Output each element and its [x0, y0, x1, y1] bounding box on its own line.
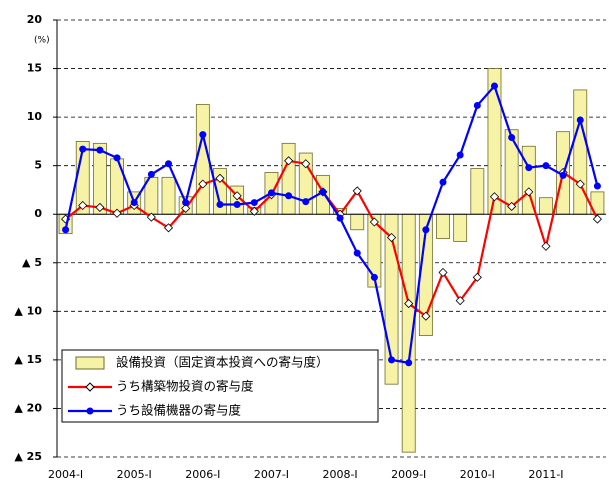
marker [336, 214, 344, 222]
marker [130, 199, 138, 207]
marker [96, 146, 104, 154]
bar [436, 213, 450, 239]
bar [161, 176, 176, 215]
legend-label: 設備投資（固定資本投資への寄与度） [116, 355, 329, 370]
marker [267, 189, 275, 197]
y-tick-label: 0 [34, 207, 42, 220]
marker [301, 159, 311, 169]
marker [353, 249, 361, 257]
bar [470, 168, 485, 215]
marker [404, 298, 414, 309]
x-tick-label: 2005-I [117, 468, 152, 481]
x-tick-label: 2006-I [185, 468, 220, 481]
bar [350, 213, 365, 231]
y-tick-label: ▲ 20 [14, 401, 42, 414]
marker [369, 217, 379, 227]
marker [508, 134, 516, 142]
marker [592, 214, 602, 224]
marker [455, 296, 465, 306]
x-tick-label: 2008-I [322, 468, 357, 481]
y-tick-label: 10 [27, 110, 43, 123]
legend-marker [85, 382, 95, 392]
legend-swatch [75, 356, 105, 370]
marker [352, 186, 362, 196]
line [64, 83, 599, 365]
x-tick-label: 2007-I [254, 468, 289, 481]
legend-label: うち構築物投資の寄与度 [116, 379, 254, 394]
marker [319, 188, 327, 196]
marker [165, 160, 173, 168]
y-tick-label: 5 [34, 159, 42, 172]
marker [370, 273, 378, 281]
marker [198, 179, 208, 189]
marker [146, 212, 156, 222]
marker [542, 162, 550, 170]
marker [439, 178, 447, 186]
y-tick-label: ▲ 5 [22, 256, 42, 269]
marker [405, 359, 413, 367]
marker [78, 200, 88, 211]
marker [285, 192, 293, 200]
marker [456, 151, 464, 159]
x-tick-label: 2004-I [48, 468, 83, 481]
marker [233, 201, 241, 209]
marker [112, 208, 122, 218]
legend-marker [86, 407, 94, 415]
marker [163, 223, 174, 233]
legend-label: うち設備機器の寄与度 [116, 403, 242, 418]
x-tick-label: 2009-I [391, 468, 426, 481]
y-tick-label: ▲ 10 [14, 304, 42, 317]
bar [195, 104, 210, 215]
marker [181, 203, 191, 213]
marker [215, 173, 225, 183]
marker [113, 154, 121, 162]
marker [576, 116, 584, 124]
marker [507, 201, 517, 212]
marker [302, 198, 310, 206]
marker [62, 226, 70, 234]
marker [593, 182, 601, 190]
marker [388, 356, 396, 364]
legend-box [61, 349, 379, 423]
marker [575, 179, 585, 189]
marker [250, 199, 258, 207]
marker [216, 201, 224, 209]
marker [490, 82, 498, 90]
marker [199, 131, 207, 139]
marker [249, 206, 259, 216]
marker [473, 101, 481, 109]
marker [79, 145, 87, 153]
marker [421, 311, 431, 321]
marker [524, 187, 534, 197]
marker [182, 199, 190, 207]
marker [232, 191, 242, 201]
marker [525, 164, 533, 172]
x-tick-label: 2011-I [528, 468, 563, 481]
bar [281, 142, 296, 215]
marker [284, 156, 294, 166]
bar [539, 197, 553, 215]
x-tick-label: 2010-I [460, 468, 495, 481]
marker [541, 241, 551, 251]
marker [147, 170, 155, 178]
marker [386, 232, 397, 243]
y-tick-label: ▲ 15 [14, 353, 42, 366]
y-unit: (%) [34, 36, 50, 46]
y-tick-label: 20 [27, 13, 43, 26]
marker [422, 226, 430, 234]
marker [95, 202, 105, 212]
bar [453, 213, 468, 242]
y-tick-label: 15 [27, 62, 42, 75]
y-tick-label: ▲ 25 [14, 450, 42, 463]
marker [472, 272, 482, 282]
marker [559, 171, 567, 179]
marker [438, 267, 448, 278]
marker [489, 192, 500, 202]
